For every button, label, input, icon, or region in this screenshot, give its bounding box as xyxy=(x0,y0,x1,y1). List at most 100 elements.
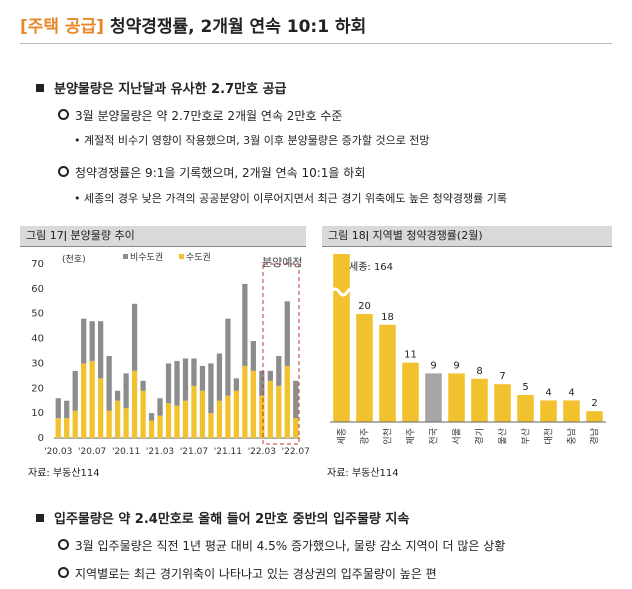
bar-capital xyxy=(123,408,129,438)
square-bullet-icon xyxy=(36,514,44,522)
bar-noncapital xyxy=(81,318,87,364)
page-title: [주택 공급] 청약경쟁률, 2개월 연속 10:1 하회 xyxy=(20,12,366,37)
data-label: 11 xyxy=(404,350,417,361)
bullet-text: 3월 분양물량은 약 2.7만호로 2개월 연속 2만호 수준 xyxy=(75,109,343,123)
fig18-caption-rule xyxy=(322,246,612,247)
bar-capital xyxy=(174,405,180,438)
bar-capital xyxy=(114,400,121,438)
y-tick-label: 70 xyxy=(31,259,44,270)
data-label: 9 xyxy=(453,360,459,371)
x-tick-label: '21.07 xyxy=(180,447,208,457)
fig17-caption-rule xyxy=(20,246,306,247)
bar-noncapital xyxy=(165,363,172,404)
fig17-source: 자료: 부동산114 xyxy=(28,468,100,479)
bar-capital xyxy=(267,380,273,438)
bar-capital xyxy=(242,365,248,438)
bullet-text: 청약경쟁률은 9:1을 기록했으며, 2개월 연속 10:1을 하회 xyxy=(75,166,366,180)
bar-noncapital xyxy=(225,318,231,396)
bar-경남 xyxy=(586,411,603,422)
x-category-label: 대전 xyxy=(544,428,555,445)
bar-울산 xyxy=(494,384,511,422)
bar-noncapital xyxy=(72,370,78,411)
fig18-caption: 그림 18ǀ 지역별 청약경쟁률(2월) xyxy=(322,226,612,246)
y-tick-label: 50 xyxy=(31,309,44,320)
fig17-chart: 0 10 20 30 40 50 60 70 '20.03 '20.07 '20.11 '21.03… xyxy=(31,251,310,457)
bar-capital xyxy=(131,370,138,438)
bar-capital xyxy=(259,395,265,438)
bar-capital xyxy=(98,378,104,438)
bar-세종 xyxy=(333,254,350,422)
circle-bullet-icon xyxy=(58,109,69,120)
bar-noncapital xyxy=(174,360,180,406)
bar-충남 xyxy=(563,400,580,422)
section2-heading: 입주물량은 약 2.4만호로 올해 들어 2만호 중반의 입주물량 지속 xyxy=(36,508,409,527)
y-tick-label: 30 xyxy=(31,358,44,369)
x-category-label: 전국 xyxy=(429,428,440,445)
bullet-text: 3월 입주물량은 직전 1년 평균 대비 4.5% 증가했으나, 물량 감소 지… xyxy=(75,539,506,553)
section2-bullet-2: 지역별로는 최근 경기위축이 나타나고 있는 경상권의 입주물량이 높은 편 xyxy=(58,565,437,582)
bar-noncapital xyxy=(106,355,112,411)
legend-label-capital: 수도권 xyxy=(186,251,211,263)
bar-noncapital xyxy=(98,321,104,379)
bar-capital xyxy=(140,390,146,438)
y-tick-label: 20 xyxy=(31,383,44,394)
x-tick-label: '20.11 xyxy=(112,447,140,457)
bar-noncapital xyxy=(123,373,129,409)
x-category-label: 세종 xyxy=(337,428,348,445)
bar-noncapital xyxy=(89,321,95,361)
bar-광주 xyxy=(356,314,373,422)
bar-capital xyxy=(284,365,290,438)
section-tag: [주택 공급] xyxy=(20,17,105,37)
y-tick-label: 10 xyxy=(31,408,44,419)
bar-noncapital xyxy=(259,370,265,396)
bar-noncapital xyxy=(157,398,163,416)
square-bullet-icon xyxy=(36,84,44,92)
x-tick-label: '20.03 xyxy=(44,447,72,457)
bullet-text: 지역별로는 최근 경기위축이 나타나고 있는 경상권의 입주물량이 높은 편 xyxy=(75,567,437,581)
bar-capital xyxy=(216,400,223,438)
bar-noncapital xyxy=(148,413,155,421)
sejong-value-label: 세종: 164 xyxy=(349,261,393,273)
x-category-label: 인천 xyxy=(383,428,394,445)
circle-bullet-icon xyxy=(58,567,69,578)
bar-noncapital xyxy=(131,303,138,371)
fig18-chart: 세종 20 광주 18 인천 11 제주 9 전국 9 서울 8 경기 7 울산 5 부산 4 대전 4 충남 2 경남 세… xyxy=(329,254,606,445)
bar-capital xyxy=(276,385,282,438)
section1-sub-1: • 계절적 비수기 영향이 작용했으며, 3월 이후 분양물량은 증가할 것으로… xyxy=(74,134,430,147)
bar-제주 xyxy=(402,362,419,422)
bar-capital xyxy=(250,370,256,438)
y-tick-label: 0 xyxy=(38,433,44,444)
bar-noncapital xyxy=(199,365,206,391)
x-tick-label: '21.03 xyxy=(146,447,174,457)
x-category-label: 울산 xyxy=(498,428,509,445)
bar-서울 xyxy=(448,373,465,422)
section1-bullet-2: 청약경쟁률은 9:1을 기록했으며, 2개월 연속 10:1을 하회 xyxy=(58,164,365,181)
data-label: 9 xyxy=(430,360,436,371)
circle-bullet-icon xyxy=(58,166,69,177)
legend-swatch-capital xyxy=(179,254,184,259)
x-category-label: 부산 xyxy=(521,428,532,445)
x-category-label: 광주 xyxy=(359,428,371,445)
bar-대전 xyxy=(540,400,557,422)
bar-capital xyxy=(208,413,214,438)
data-label: 5 xyxy=(522,382,528,393)
axis-break-mark xyxy=(329,287,357,297)
bar-capital xyxy=(55,418,61,438)
x-category-label: 경남 xyxy=(589,428,601,445)
data-label: 20 xyxy=(358,301,371,312)
section2-heading-text: 입주물량은 약 2.4만호로 올해 들어 2만호 중반의 입주물량 지속 xyxy=(54,512,410,527)
bar-capital xyxy=(64,418,70,438)
forecast-label: 분양예정 xyxy=(262,256,302,269)
bar-capital xyxy=(182,400,189,438)
x-tick-label: '20.07 xyxy=(78,447,106,457)
section1-heading: 분양물량은 지난달과 유사한 2.7만호 공급 xyxy=(36,78,287,97)
bar-noncapital xyxy=(233,378,240,391)
bar-전국 xyxy=(425,373,442,422)
bar-noncapital xyxy=(191,358,197,386)
bar-noncapital xyxy=(276,355,282,386)
bar-부산 xyxy=(517,395,534,422)
data-label: 4 xyxy=(568,387,574,398)
title-divider xyxy=(20,43,612,44)
bar-capital xyxy=(199,390,206,438)
bar-capital xyxy=(72,410,78,438)
